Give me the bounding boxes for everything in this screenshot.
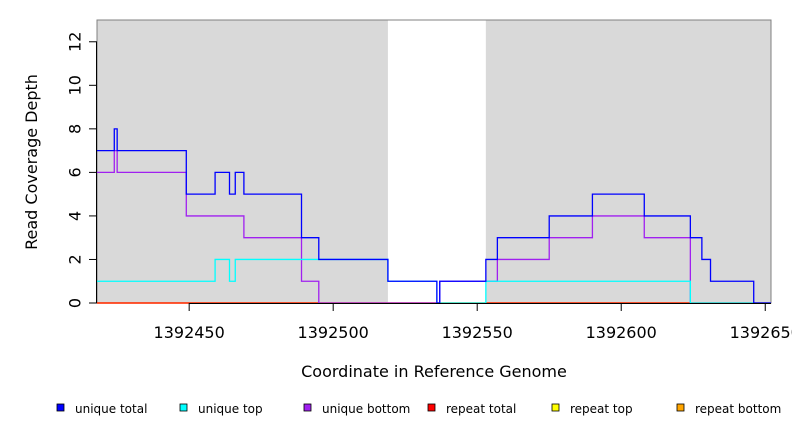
y-tick-label: 6: [66, 167, 85, 177]
y-tick-label: 4: [66, 211, 85, 221]
x-tick-label: 1392550: [442, 323, 513, 342]
legend-label: repeat total: [446, 402, 516, 416]
x-axis-title: Coordinate in Reference Genome: [301, 362, 567, 381]
shaded-regions: [97, 20, 771, 303]
legend-swatch: [427, 403, 436, 412]
y-tick-label: 12: [66, 32, 85, 52]
x-tick-label: 1392450: [154, 323, 225, 342]
legend-label: unique bottom: [322, 402, 410, 416]
series-line-unique-total: [97, 128, 771, 304]
y-tick-label: 0: [66, 298, 85, 308]
legend-swatch: [551, 403, 560, 412]
legend-label: unique top: [198, 402, 263, 416]
legend-swatch: [56, 403, 65, 412]
x-tick-label: 1392600: [586, 323, 657, 342]
y-axis-title: Read Coverage Depth: [22, 74, 41, 250]
y-tick-label: 8: [66, 124, 85, 134]
legend-swatch: [676, 403, 685, 412]
legend-label: unique total: [75, 402, 147, 416]
y-tick-label: 10: [66, 75, 85, 95]
legend-swatch: [303, 403, 312, 412]
shaded-region: [485, 20, 771, 303]
x-tick-label: 1392500: [298, 323, 369, 342]
shaded-region: [97, 20, 388, 303]
legend-swatch: [179, 403, 188, 412]
legend-label: repeat bottom: [695, 402, 781, 416]
legend-label: repeat top: [570, 402, 633, 416]
y-axis: 0 2 4 6 8 10 12: [66, 32, 97, 308]
legend: unique total unique top unique bottom repea…: [56, 402, 781, 416]
y-tick-label: 2: [66, 254, 85, 264]
